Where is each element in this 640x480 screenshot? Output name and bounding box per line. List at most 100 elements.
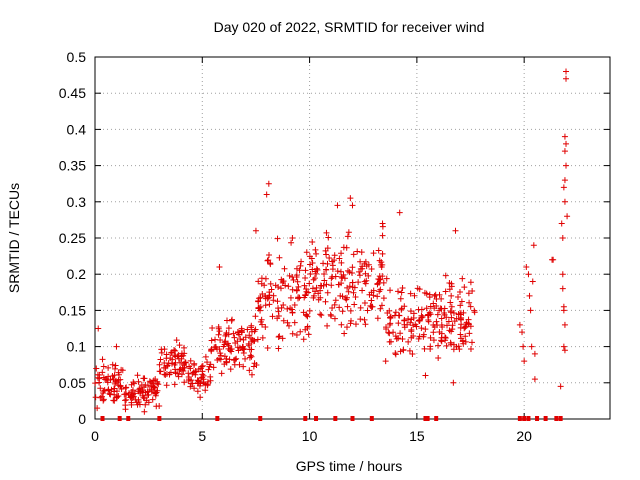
data-point — [387, 287, 394, 294]
data-point — [430, 337, 437, 344]
data-point — [178, 350, 185, 357]
data-point — [293, 332, 300, 339]
data-point — [564, 213, 571, 220]
data-point — [272, 282, 279, 289]
data-point — [199, 368, 206, 375]
data-point — [155, 381, 162, 388]
data-point — [376, 276, 383, 283]
data-point — [376, 257, 383, 264]
data-point — [151, 384, 158, 391]
data-point — [344, 303, 351, 310]
data-point — [310, 294, 317, 301]
y-tick-label: 0.4 — [67, 121, 87, 137]
data-point — [156, 402, 163, 409]
data-point — [252, 227, 259, 234]
data-point — [113, 388, 120, 395]
data-point — [399, 335, 406, 342]
data-point — [216, 263, 223, 270]
data-point — [427, 311, 434, 318]
data-point — [302, 326, 309, 333]
data-point — [397, 330, 404, 337]
data-point — [408, 334, 415, 341]
data-point — [139, 389, 146, 396]
data-point — [141, 408, 148, 415]
data-point — [323, 266, 330, 273]
data-point — [370, 250, 377, 257]
data-point — [266, 301, 273, 308]
zero-data-point — [215, 416, 220, 421]
data-point — [526, 292, 533, 299]
y-tick-label: 0.45 — [59, 85, 86, 101]
data-point — [386, 330, 393, 337]
data-point — [156, 361, 163, 368]
data-point — [168, 360, 175, 367]
data-point — [279, 335, 286, 342]
data-point — [92, 380, 99, 387]
data-point — [377, 286, 384, 293]
data-point — [461, 325, 468, 332]
data-point — [325, 234, 332, 241]
zero-data-point — [423, 416, 428, 421]
data-point — [361, 316, 368, 323]
data-point — [290, 277, 297, 284]
data-point — [134, 401, 141, 408]
data-point — [265, 180, 272, 187]
data-point — [172, 369, 179, 376]
data-point — [426, 294, 433, 301]
data-point — [251, 360, 258, 367]
data-point — [392, 333, 399, 340]
data-point — [529, 278, 536, 285]
data-point — [422, 326, 429, 333]
data-point — [441, 309, 448, 316]
data-point — [446, 327, 453, 334]
data-point — [210, 364, 217, 371]
data-point — [363, 277, 370, 284]
data-point — [238, 325, 245, 332]
data-point — [277, 285, 284, 292]
data-point — [375, 247, 382, 254]
data-point — [370, 292, 377, 299]
data-point — [457, 331, 464, 338]
data-point — [309, 238, 316, 245]
data-point — [113, 343, 120, 350]
y-tick-label: 0.25 — [59, 230, 86, 246]
data-point — [521, 358, 528, 365]
data-point — [310, 276, 317, 283]
data-point — [291, 301, 298, 308]
data-point — [252, 326, 259, 333]
data-point — [132, 396, 139, 403]
data-point — [163, 371, 170, 378]
data-point — [322, 298, 329, 305]
data-point — [157, 356, 164, 363]
data-point — [378, 259, 385, 266]
grid-lines — [95, 57, 610, 419]
data-point — [259, 334, 266, 341]
data-point — [250, 363, 257, 370]
data-point — [358, 249, 365, 256]
data-point — [423, 290, 430, 297]
data-point — [305, 331, 312, 338]
y-tick-label: 0.5 — [67, 49, 87, 65]
data-point — [247, 352, 254, 359]
data-point — [352, 321, 359, 328]
data-point — [181, 379, 188, 386]
data-point — [342, 295, 349, 302]
data-point — [158, 349, 165, 356]
data-point — [561, 321, 568, 328]
data-point — [418, 306, 425, 313]
data-point — [268, 286, 275, 293]
data-point — [341, 330, 348, 337]
data-point — [97, 385, 104, 392]
data-point — [446, 279, 453, 286]
data-point — [280, 278, 287, 285]
data-point — [222, 338, 229, 345]
data-point — [362, 321, 369, 328]
data-point — [180, 360, 187, 367]
data-point — [452, 227, 459, 234]
data-point — [255, 278, 262, 285]
data-point — [450, 379, 457, 386]
data-point — [118, 385, 125, 392]
data-point — [469, 287, 476, 294]
data-point — [457, 309, 464, 316]
